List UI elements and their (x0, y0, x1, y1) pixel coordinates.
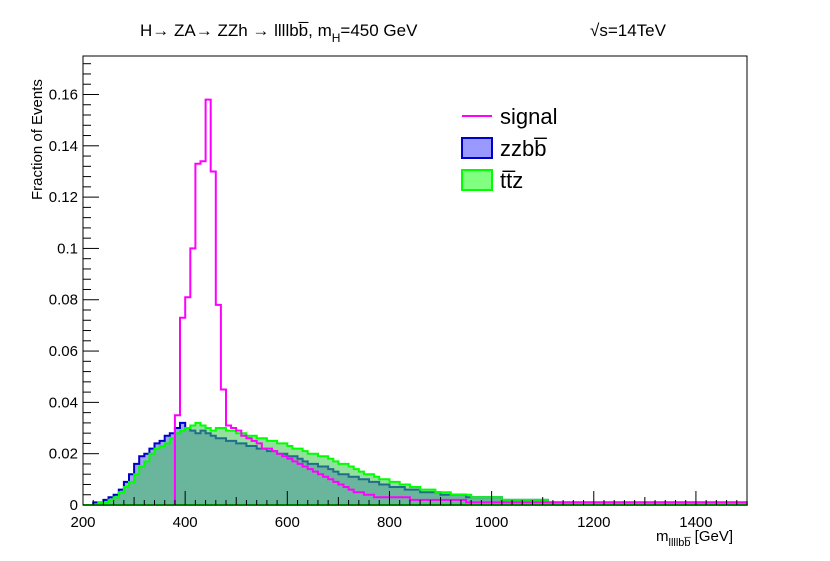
x-tick-label: 1400 (679, 514, 712, 531)
chart-title: H→ ZA→ ZZh → llllbb̅, mH=450 GeV (140, 21, 418, 45)
y-axis: 0 0.02 0.04 0.06 0.08 0.1 0.12 0.14 0.16 (49, 63, 99, 514)
y-tick-label: 0.1 (57, 240, 78, 257)
x-axis-title: mllllbb̅ [GeV] (656, 528, 733, 549)
x-tick-label: 1200 (577, 514, 610, 531)
plot-frame (82, 55, 748, 506)
y-axis-title: Fraction of Events (29, 79, 46, 200)
x-axis: 200 400 600 800 1000 1200 1400 (70, 491, 748, 531)
x-tick-label: 1000 (475, 514, 508, 531)
energy-label: √s=14TeV (590, 21, 667, 40)
y-tick-label: 0.04 (49, 394, 78, 411)
legend-label: signal (500, 104, 557, 129)
x-tick-label: 600 (275, 514, 300, 531)
x-axis-title-main: m (656, 528, 669, 545)
y-tick-label: 0.16 (49, 86, 78, 103)
x-axis-title-unit: [GeV] (691, 528, 734, 545)
y-tick-label: 0.12 (49, 189, 78, 206)
y-tick-label: 0 (70, 497, 78, 514)
chart-title-main: H→ ZA→ ZZh → llllbb̅, m (140, 21, 332, 40)
series-signal-histogram (173, 98, 747, 505)
legend-swatch (461, 169, 493, 191)
legend-swatch (461, 137, 493, 159)
chart-title-tail: =450 GeV (340, 21, 418, 40)
x-tick-label: 800 (377, 514, 402, 531)
x-axis-title-subscript: llllbb̅ (669, 537, 692, 549)
y-tick-label: 0.02 (49, 446, 78, 463)
legend-label: zzbb̅ (500, 136, 547, 161)
x-tick-label: 200 (70, 514, 95, 531)
y-tick-label: 0.08 (49, 292, 78, 309)
legend: signal zzbb̅ tt̅z (461, 104, 557, 193)
x-tick-label: 400 (173, 514, 198, 531)
legend-label: tt̅z (500, 168, 523, 193)
series-layer (83, 98, 748, 506)
y-tick-label: 0.14 (49, 138, 78, 155)
y-tick-label: 0.06 (49, 343, 78, 360)
chart-title-subscript: H (332, 31, 341, 45)
